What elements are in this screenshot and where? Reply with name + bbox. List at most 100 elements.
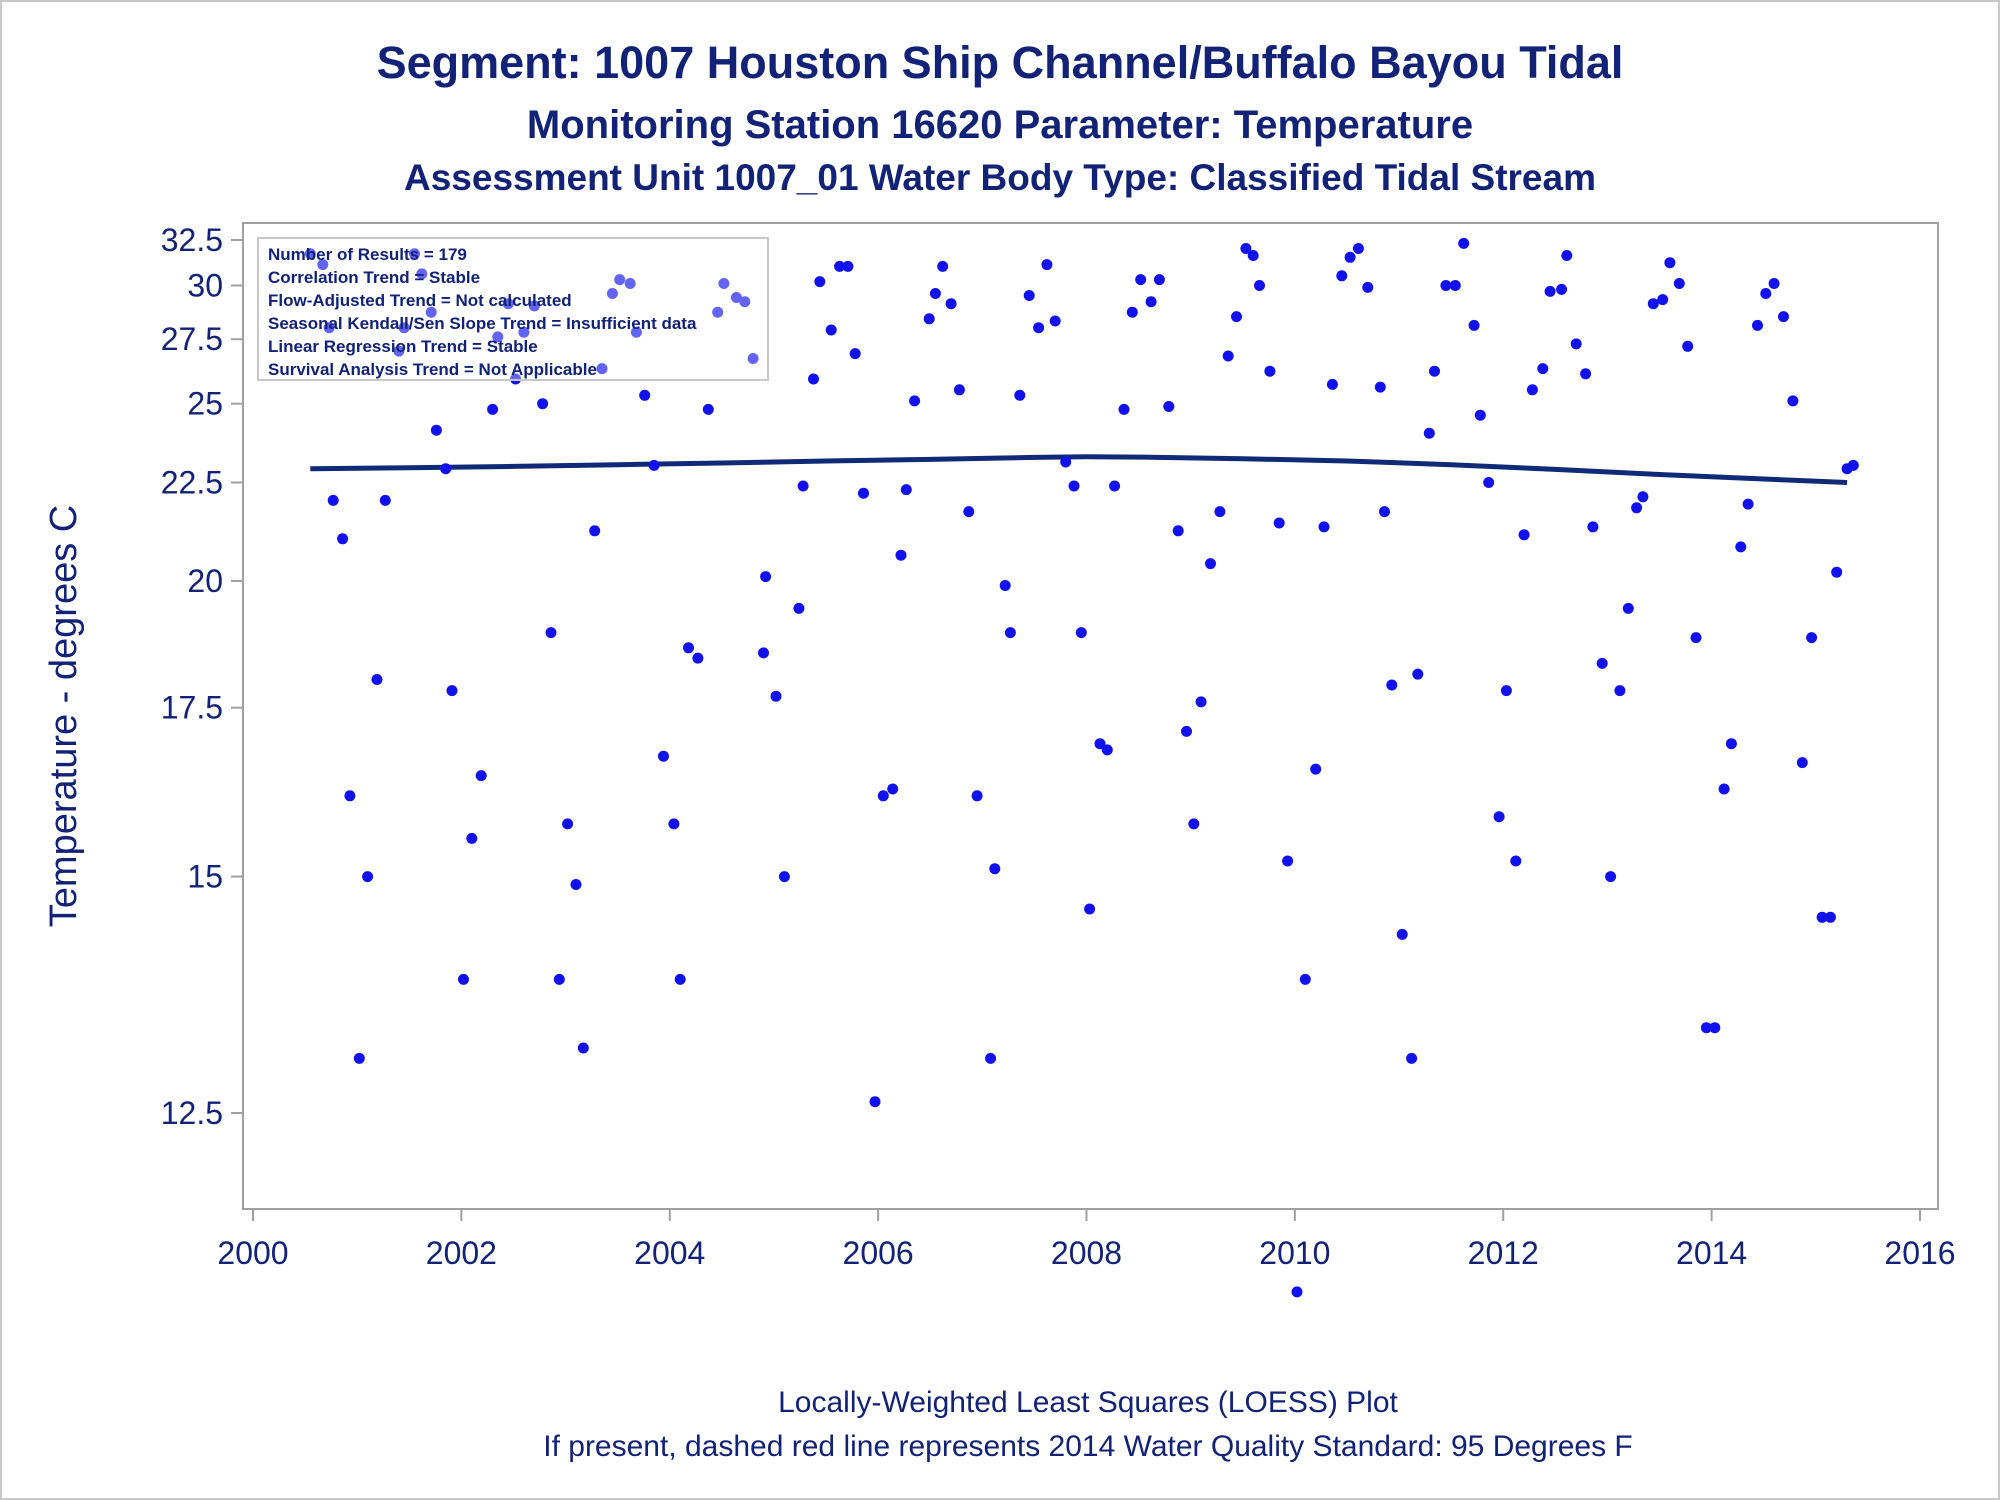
data-point [624, 278, 636, 289]
data-point [953, 384, 965, 396]
chart-title: Segment: 1007 Houston Ship Channel/Buffa… [377, 37, 1624, 88]
data-point [1101, 744, 1113, 756]
data-point [971, 790, 983, 802]
data-point [683, 642, 694, 654]
data-point [1742, 498, 1754, 510]
data-point [900, 484, 912, 496]
data-point [475, 770, 487, 782]
chart-subtitle-2: Assessment Unit 1007_01 Water Body Type:… [404, 157, 1596, 198]
y-tick-label: 22.5 [161, 465, 223, 501]
data-point [1126, 306, 1138, 318]
data-point [1033, 322, 1045, 334]
data-point [1344, 251, 1356, 263]
data-point [1222, 350, 1234, 362]
data-point [758, 647, 769, 659]
data-point [1231, 311, 1242, 323]
data-point [1264, 365, 1276, 377]
data-point [1060, 456, 1072, 468]
stats-line-linear-regression: Linear Regression Trend = Stable [268, 337, 538, 356]
data-point [668, 818, 680, 830]
data-point [849, 348, 861, 360]
data-point [1014, 389, 1026, 401]
data-point [487, 403, 499, 415]
data-point [797, 480, 809, 492]
data-point [1396, 928, 1408, 940]
stats-legend-box: Number of Results = 179 Correlation Tren… [257, 237, 769, 381]
data-point [1163, 401, 1175, 412]
data-point [466, 832, 478, 844]
data-point [730, 292, 742, 303]
data-point [1135, 274, 1147, 286]
data-point [825, 324, 837, 336]
data-point [1429, 365, 1440, 377]
data-point [1816, 911, 1828, 923]
data-point [1023, 290, 1035, 301]
data-point [630, 326, 642, 338]
data-point [1205, 558, 1216, 570]
data-point [814, 276, 826, 288]
data-point [702, 403, 714, 415]
data-point [1544, 285, 1556, 297]
y-tick-label: 12.5 [161, 1095, 223, 1131]
data-point [614, 274, 626, 286]
data-point [1760, 288, 1772, 299]
data-point [834, 260, 846, 272]
data-point [1587, 521, 1599, 533]
x-tick-label: 2014 [1676, 1235, 1747, 1271]
data-point [1806, 632, 1818, 644]
data-point [887, 783, 899, 795]
data-point [1282, 855, 1294, 867]
y-axis-label: Temperature - degrees C [43, 505, 85, 927]
data-point [1084, 903, 1096, 915]
data-point [317, 259, 329, 271]
data-point [929, 288, 941, 299]
data-point [858, 487, 869, 499]
data-point [712, 306, 724, 318]
x-tick-label: 2004 [634, 1235, 705, 1271]
data-point [1778, 311, 1789, 323]
data-point [1493, 811, 1505, 823]
stats-line-correlation: Correlation Trend = Stable [268, 268, 480, 287]
data-point [425, 306, 437, 318]
data-point [1291, 1286, 1303, 1298]
x-axis: 2000 2002 2004 2006 2008 2010 2012 2014 2016 [217, 1209, 1956, 1271]
data-point [353, 1052, 365, 1064]
data-point [1725, 738, 1737, 750]
data-point [999, 580, 1011, 591]
data-point [458, 973, 469, 985]
data-point [379, 494, 391, 506]
data-point [869, 1096, 881, 1108]
data-point [492, 331, 504, 343]
data-point [739, 296, 751, 308]
data-point [1752, 319, 1763, 331]
data-point [337, 533, 349, 545]
chart-subtitle: Monitoring Station 16620 Parameter: Temp… [527, 103, 1473, 147]
data-point [1824, 911, 1836, 923]
y-tick-label: 32.5 [161, 222, 223, 258]
data-point [1172, 525, 1184, 537]
data-point [1682, 340, 1694, 352]
data-point [1847, 459, 1859, 471]
x-tick-label: 2000 [217, 1235, 288, 1271]
data-point [596, 363, 608, 375]
data-point [1423, 427, 1435, 439]
data-point [577, 1042, 589, 1054]
data-point [1526, 384, 1538, 396]
data-point [1041, 259, 1053, 271]
data-point [1254, 280, 1265, 291]
data-point [1474, 409, 1486, 421]
y-tick-label: 15 [187, 859, 223, 895]
data-point [778, 871, 790, 883]
data-point [416, 268, 428, 280]
data-point [658, 750, 669, 762]
data-point [747, 353, 759, 364]
loess-series [310, 454, 1848, 485]
data-point [760, 571, 772, 583]
data-point [1622, 602, 1634, 614]
data-point [1386, 679, 1398, 691]
data-point [692, 652, 704, 664]
data-point [1596, 657, 1608, 669]
data-point [842, 260, 854, 272]
data-point [1273, 517, 1285, 529]
